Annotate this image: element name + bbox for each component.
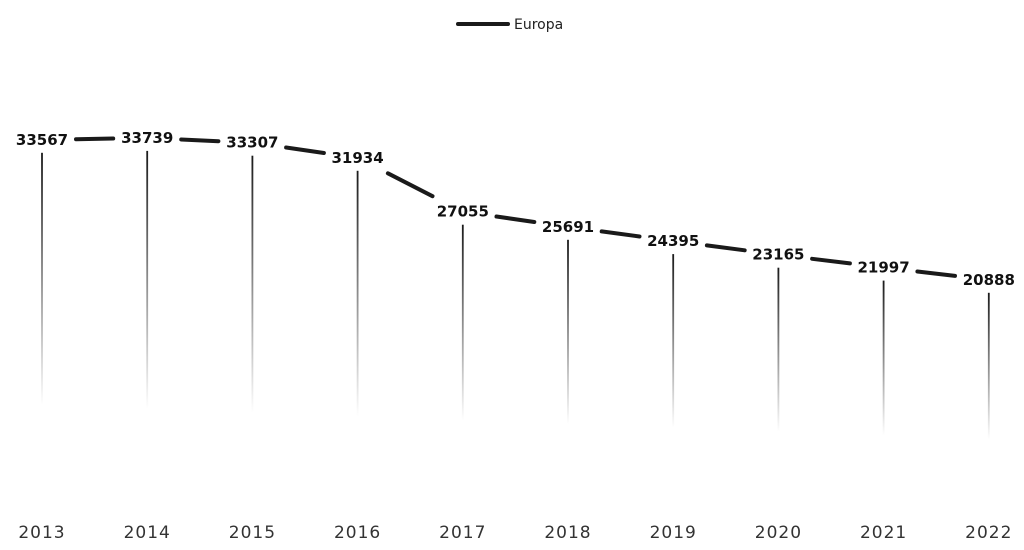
data-label-2015: 33307 — [226, 134, 278, 152]
data-label-2017: 27055 — [437, 203, 489, 221]
x-tick-label-2019: 2019 — [650, 523, 697, 543]
x-tick-label-2016: 2016 — [334, 523, 381, 543]
data-label-2020: 23165 — [752, 246, 804, 264]
data-label-2013: 33567 — [16, 131, 68, 149]
x-tick-label-2015: 2015 — [229, 523, 276, 543]
x-tick-label-2013: 2013 — [18, 523, 65, 543]
line-segment-2020-2021 — [810, 256, 852, 266]
x-tick-label-2014: 2014 — [124, 523, 171, 543]
x-tick-label-2017: 2017 — [439, 523, 486, 543]
data-label-2022: 20888 — [963, 271, 1015, 289]
series-line-europa — [74, 136, 957, 278]
x-tick-label-2021: 2021 — [860, 523, 907, 543]
drop-line-2014 — [146, 150, 149, 409]
drop-line-2013 — [41, 152, 43, 405]
drop-line-2019 — [672, 254, 675, 428]
data-label-2019: 24395 — [647, 232, 699, 250]
data-label-2021: 21997 — [858, 259, 910, 277]
x-axis: 2013 2014 2015 2016 2017 2018 2019 2020 2021 2022 — [18, 523, 1012, 543]
line-segment-2021-2022 — [915, 269, 957, 278]
line-segment-2014-2015 — [179, 137, 221, 144]
drop-line-2022 — [987, 292, 990, 440]
drop-lines — [41, 150, 990, 440]
drop-line-2017 — [461, 224, 464, 421]
data-labels: 33567 33739 33307 31934 27055 25691 24395 23165… — [16, 129, 1015, 289]
line-segment-2018-2019 — [599, 229, 642, 239]
x-tick-label-2018: 2018 — [544, 523, 591, 543]
drop-line-2016 — [356, 170, 359, 417]
drop-line-2021 — [882, 280, 885, 436]
x-tick-label-2022: 2022 — [965, 523, 1012, 543]
line-segment-2013-2014 — [74, 136, 116, 142]
drop-line-2018 — [567, 239, 569, 424]
data-label-2018: 25691 — [542, 218, 594, 236]
legend-label-europa: Europa — [514, 17, 563, 33]
legend: Europa — [456, 17, 563, 33]
line-segment-2017-2018 — [494, 214, 537, 224]
line-segment-2016-2017 — [385, 171, 435, 199]
data-label-2016: 31934 — [332, 149, 384, 167]
data-label-2014: 33739 — [121, 129, 173, 147]
x-tick-label-2020: 2020 — [755, 523, 802, 543]
drop-line-2020 — [777, 267, 780, 432]
line-segment-2015-2016 — [284, 145, 326, 155]
line-segment-2019-2020 — [704, 243, 747, 253]
drop-line-2015 — [251, 155, 254, 413]
